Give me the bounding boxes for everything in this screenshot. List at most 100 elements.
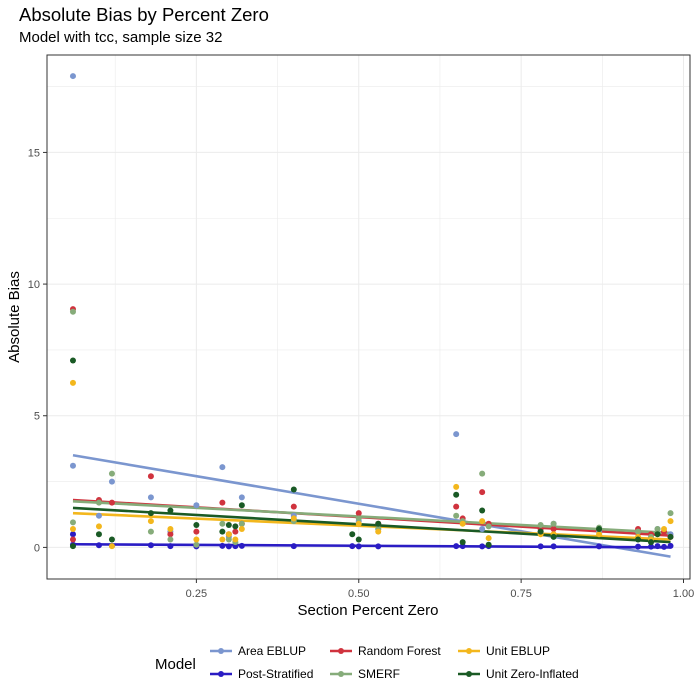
data-point xyxy=(108,543,115,550)
data-point xyxy=(596,543,603,550)
data-point xyxy=(355,543,362,550)
data-point xyxy=(290,515,297,522)
data-point xyxy=(667,542,674,549)
data-point xyxy=(355,536,362,543)
data-point xyxy=(95,542,102,549)
data-point xyxy=(167,543,174,550)
y-axis-title: Absolute Bias xyxy=(6,271,23,363)
legend-key-point xyxy=(338,648,344,654)
data-point xyxy=(69,531,76,538)
data-point xyxy=(147,528,154,535)
data-point xyxy=(479,507,486,514)
data-point xyxy=(355,515,362,522)
data-point xyxy=(219,464,226,471)
chart-subtitle: Model with tcc, sample size 32 xyxy=(19,29,223,46)
trend-line xyxy=(72,506,671,544)
data-point xyxy=(69,462,76,469)
data-point xyxy=(479,525,486,532)
data-point xyxy=(453,543,460,550)
data-point xyxy=(290,486,297,493)
data-point xyxy=(193,502,200,509)
data-point xyxy=(648,539,655,546)
data-point xyxy=(225,522,232,529)
data-point xyxy=(193,522,200,529)
data-point xyxy=(225,531,232,538)
trend-line xyxy=(72,500,671,535)
data-point xyxy=(69,525,76,532)
data-point xyxy=(550,520,557,527)
data-point xyxy=(147,494,154,501)
data-point xyxy=(219,528,226,535)
data-point xyxy=(654,543,661,550)
data-point xyxy=(596,525,603,532)
plot-panel xyxy=(47,55,690,579)
data-point xyxy=(225,536,232,543)
data-point xyxy=(479,489,486,496)
data-point xyxy=(596,531,603,538)
data-point xyxy=(290,503,297,510)
data-point xyxy=(232,536,239,543)
x-tick-label: 1.00 xyxy=(673,588,694,600)
data-point xyxy=(193,541,200,548)
legend-item-label: Area EBLUP xyxy=(238,644,306,658)
data-point xyxy=(147,473,154,480)
legend-key-point xyxy=(218,671,224,677)
y-tick-label: 5 xyxy=(34,411,40,423)
data-point xyxy=(355,510,362,517)
gridlines xyxy=(47,55,690,579)
data-point xyxy=(238,542,245,549)
data-point xyxy=(95,531,102,538)
data-point xyxy=(667,518,674,525)
legend-item-label: SMERF xyxy=(358,667,400,681)
legend-title: Model xyxy=(155,656,196,673)
y-tick-label: 15 xyxy=(28,147,40,159)
data-point xyxy=(193,536,200,543)
data-point xyxy=(485,535,492,542)
data-point xyxy=(108,478,115,485)
data-point xyxy=(485,541,492,548)
data-point xyxy=(479,470,486,477)
plot-border xyxy=(46,54,691,580)
legend-key-point xyxy=(466,671,472,677)
x-tick-label: 0.50 xyxy=(348,588,369,600)
legend-item-label: Post-Stratified xyxy=(238,667,313,681)
data-point xyxy=(479,518,486,525)
x-tick-label: 0.25 xyxy=(186,588,207,600)
data-point xyxy=(69,357,76,364)
data-point xyxy=(375,520,382,527)
y-tick-label: 10 xyxy=(28,279,40,291)
data-point xyxy=(95,523,102,530)
data-point xyxy=(219,499,226,506)
data-point xyxy=(635,528,642,535)
data-point xyxy=(95,499,102,506)
data-point xyxy=(459,520,466,527)
data-point xyxy=(95,512,102,519)
data-point xyxy=(232,523,239,530)
data-points xyxy=(69,73,674,550)
x-axis-title: Section Percent Zero xyxy=(298,602,439,619)
data-point xyxy=(654,525,661,532)
data-point xyxy=(550,533,557,540)
data-point xyxy=(238,520,245,527)
data-point xyxy=(648,543,655,550)
data-point xyxy=(635,543,642,550)
data-point xyxy=(238,494,245,501)
trend-lines xyxy=(72,453,671,558)
data-point xyxy=(69,73,76,80)
y-tick-label: 0 xyxy=(34,542,40,554)
data-point xyxy=(238,502,245,509)
data-point xyxy=(193,528,200,535)
data-point xyxy=(219,520,226,527)
data-point xyxy=(661,525,668,532)
data-point xyxy=(219,536,226,543)
legend-item-label: Unit EBLUP xyxy=(486,644,550,658)
data-point xyxy=(654,531,661,538)
data-point xyxy=(69,519,76,526)
data-point xyxy=(349,531,356,538)
data-point xyxy=(349,543,356,550)
data-point xyxy=(375,543,382,550)
data-point xyxy=(550,525,557,532)
legend: Model Area EBLUP Random Forest Unit EBLUP P… xyxy=(155,644,579,681)
data-point xyxy=(69,536,76,543)
data-point xyxy=(453,491,460,498)
